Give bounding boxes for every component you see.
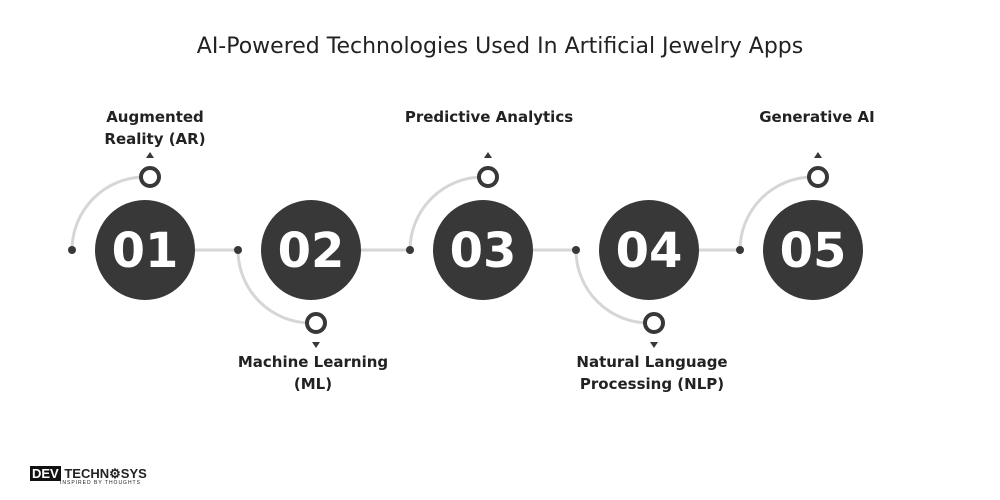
- step-label-05: Generative AI: [759, 108, 875, 126]
- step-label-03: Predictive Analytics: [404, 108, 574, 126]
- step-label-04: Natural Language Processing (NLP): [576, 353, 728, 393]
- arc: [738, 175, 814, 251]
- dot: [68, 246, 76, 254]
- step-circle: [433, 200, 533, 300]
- triangle-up-icon: [146, 152, 154, 158]
- triangle-down-icon: [650, 342, 658, 348]
- step-number: 02: [278, 223, 345, 279]
- step-circle: [599, 200, 699, 300]
- triangle-down-icon: [312, 342, 320, 348]
- ring-marker: [807, 166, 829, 188]
- step-number: 03: [450, 223, 517, 279]
- step-circle: [95, 200, 195, 300]
- arc: [408, 175, 484, 251]
- step-label-01: Augmented Reality (AR): [104, 108, 206, 148]
- company-logo: DEV TECHN⚙SYS INSPIRED BY THOUGHTS: [30, 466, 147, 486]
- arc: [70, 175, 146, 251]
- arc: [236, 249, 312, 325]
- dot: [406, 246, 414, 254]
- step-number: 01: [112, 223, 179, 279]
- page-title: AI-Powered Technologies Used In Artifici…: [196, 34, 804, 59]
- arc: [574, 249, 650, 325]
- step-number: 04: [616, 223, 683, 279]
- ring-marker: [139, 166, 161, 188]
- ring-marker: [643, 312, 665, 334]
- step-circle: [763, 200, 863, 300]
- step-circle: [261, 200, 361, 300]
- ring-marker: [305, 312, 327, 334]
- triangle-up-icon: [814, 152, 822, 158]
- ring-marker: [477, 166, 499, 188]
- triangle-up-icon: [484, 152, 492, 158]
- step-number: 05: [780, 223, 847, 279]
- step-label-02: Machine Learning (ML): [237, 353, 389, 393]
- dot: [234, 246, 242, 254]
- dot: [736, 246, 744, 254]
- dot: [572, 246, 580, 254]
